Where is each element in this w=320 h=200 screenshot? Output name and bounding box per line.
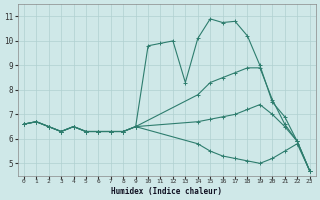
X-axis label: Humidex (Indice chaleur): Humidex (Indice chaleur) [111, 187, 222, 196]
